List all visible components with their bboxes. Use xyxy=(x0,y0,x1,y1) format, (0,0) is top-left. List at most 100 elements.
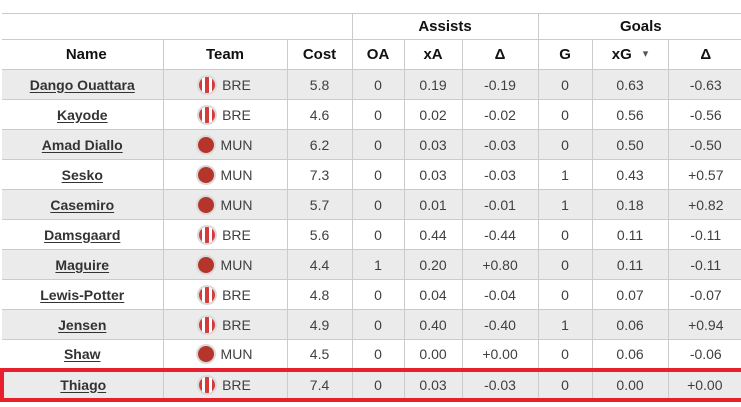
table-row-highlighted[interactable]: Thiago BRE 7.4 0 0.03 -0.03 0 0.00 +0.00 xyxy=(0,367,741,402)
column-header-g[interactable]: G xyxy=(537,39,593,70)
cell-xg: 0.50 xyxy=(591,129,669,160)
team-code: BRE xyxy=(222,76,251,93)
cell-xg: 0.11 xyxy=(591,249,669,280)
cell-cost: 5.6 xyxy=(286,219,353,250)
cell-g: 1 xyxy=(537,159,593,190)
cell-xa: 0.03 xyxy=(403,367,463,402)
column-header-goals-delta[interactable]: Δ xyxy=(667,39,741,70)
player-name-link[interactable]: Thiago xyxy=(60,376,107,393)
cell-xa: 0.19 xyxy=(403,69,463,100)
team-badge-icon xyxy=(197,345,214,362)
player-name-link[interactable]: Damsgaard xyxy=(44,226,121,243)
team-badge-icon xyxy=(199,316,216,333)
player-name-link[interactable]: Maguire xyxy=(55,256,110,273)
cell-assists-delta: -0.02 xyxy=(461,99,539,130)
team-code: MUN xyxy=(220,136,253,153)
table-row[interactable]: Damsgaard BRE 5.6 0 0.44 -0.44 0 0.11 -0… xyxy=(2,219,741,250)
column-header-xg-label: xG xyxy=(611,46,632,63)
cell-xa: 0.03 xyxy=(403,159,463,190)
team-code: BRE xyxy=(222,226,251,243)
table-row[interactable]: Sesko MUN 7.3 0 0.03 -0.03 1 0.43 +0.57 xyxy=(2,159,741,190)
team-code: MUN xyxy=(220,196,253,213)
cell-xg: 0.11 xyxy=(591,219,669,250)
column-header-xg[interactable]: xG ▾ xyxy=(591,39,669,70)
cell-xg: 0.06 xyxy=(591,309,669,340)
table-row[interactable]: Kayode BRE 4.6 0 0.02 -0.02 0 0.56 -0.56 xyxy=(2,99,741,130)
column-group-goals: Goals xyxy=(537,13,741,40)
table-row[interactable]: Dango Ouattara BRE 5.8 0 0.19 -0.19 0 0.… xyxy=(2,69,741,100)
cell-xa: 0.00 xyxy=(403,339,463,370)
sort-descending-icon: ▾ xyxy=(642,48,649,60)
cell-assists-delta: -0.03 xyxy=(461,129,539,160)
table-row[interactable]: Lewis-Potter BRE 4.8 0 0.04 -0.04 0 0.07… xyxy=(2,279,741,310)
column-header-team[interactable]: Team xyxy=(162,39,287,70)
team-badge-icon xyxy=(197,136,214,153)
table-row[interactable]: Shaw MUN 4.5 0 0.00 +0.00 0 0.06 -0.06 xyxy=(2,339,741,370)
cell-g: 0 xyxy=(537,367,593,402)
cell-assists-delta: -0.01 xyxy=(461,189,539,220)
team-badge-icon xyxy=(199,376,216,393)
column-header-oa[interactable]: OA xyxy=(351,39,405,70)
cell-g: 0 xyxy=(537,279,593,310)
team-code: BRE xyxy=(222,316,251,333)
cell-assists-delta: -0.40 xyxy=(461,309,539,340)
table-row[interactable]: Casemiro MUN 5.7 0 0.01 -0.01 1 0.18 +0.… xyxy=(2,189,741,220)
team-badge-icon xyxy=(199,286,216,303)
player-name-link[interactable]: Casemiro xyxy=(50,196,115,213)
cell-xg: 0.63 xyxy=(591,69,669,100)
cell-g: 1 xyxy=(537,309,593,340)
player-name-link[interactable]: Kayode xyxy=(56,106,108,123)
player-name-link[interactable]: Jensen xyxy=(58,316,107,333)
cell-cost: 4.8 xyxy=(286,279,353,310)
cell-oa: 0 xyxy=(351,309,405,340)
player-name-link[interactable]: Lewis-Potter xyxy=(40,286,125,303)
cell-xa: 0.40 xyxy=(403,309,463,340)
team-code: MUN xyxy=(220,166,253,183)
player-name-link[interactable]: Amad Diallo xyxy=(41,136,123,153)
cell-xg: 0.00 xyxy=(591,367,669,402)
cell-oa: 0 xyxy=(351,219,405,250)
cell-oa: 0 xyxy=(351,159,405,190)
player-name-link[interactable]: Dango Ouattara xyxy=(29,76,135,93)
cell-oa: 0 xyxy=(351,367,405,402)
team-code: BRE xyxy=(222,106,251,123)
cell-oa: 0 xyxy=(351,99,405,130)
cell-oa: 0 xyxy=(351,279,405,310)
player-name-link[interactable]: Sesko xyxy=(61,166,103,183)
team-badge-icon xyxy=(197,166,214,183)
cell-assists-delta: -0.04 xyxy=(461,279,539,310)
cell-xa: 0.20 xyxy=(403,249,463,280)
table-row[interactable]: Maguire MUN 4.4 1 0.20 +0.80 0 0.11 -0.1… xyxy=(2,249,741,280)
cell-assists-delta: +0.00 xyxy=(461,339,539,370)
cell-xg: 0.18 xyxy=(591,189,669,220)
cell-goals-delta: +0.57 xyxy=(667,159,741,190)
cell-goals-delta: -0.11 xyxy=(667,219,741,250)
team-badge-icon xyxy=(197,256,214,273)
cell-oa: 1 xyxy=(351,249,405,280)
column-header-cost[interactable]: Cost xyxy=(286,39,353,70)
team-badge-icon xyxy=(199,226,216,243)
cell-assists-delta: -0.03 xyxy=(461,159,539,190)
column-group-empty xyxy=(2,13,353,40)
cell-xa: 0.44 xyxy=(403,219,463,250)
column-header-row: Name Team Cost OA xA Δ G xG ▾ Δ xyxy=(2,39,741,70)
cell-cost: 7.4 xyxy=(286,367,353,402)
cell-cost: 4.4 xyxy=(286,249,353,280)
cell-g: 0 xyxy=(537,69,593,100)
column-header-xa[interactable]: xA xyxy=(403,39,463,70)
cell-cost: 4.9 xyxy=(286,309,353,340)
table-row[interactable]: Jensen BRE 4.9 0 0.40 -0.40 1 0.06 +0.94 xyxy=(2,309,741,340)
column-header-assists-delta[interactable]: Δ xyxy=(461,39,539,70)
cell-g: 0 xyxy=(537,339,593,370)
cell-g: 0 xyxy=(537,99,593,130)
cell-g: 1 xyxy=(537,189,593,220)
cell-xg: 0.43 xyxy=(591,159,669,190)
table-row[interactable]: Amad Diallo MUN 6.2 0 0.03 -0.03 0 0.50 … xyxy=(2,129,741,160)
player-name-link[interactable]: Shaw xyxy=(63,345,101,362)
cell-xa: 0.02 xyxy=(403,99,463,130)
column-header-name[interactable]: Name xyxy=(2,39,163,70)
cell-goals-delta: -0.56 xyxy=(667,99,741,130)
cell-goals-delta: +0.82 xyxy=(667,189,741,220)
cell-cost: 7.3 xyxy=(286,159,353,190)
team-badge-icon xyxy=(199,76,216,93)
